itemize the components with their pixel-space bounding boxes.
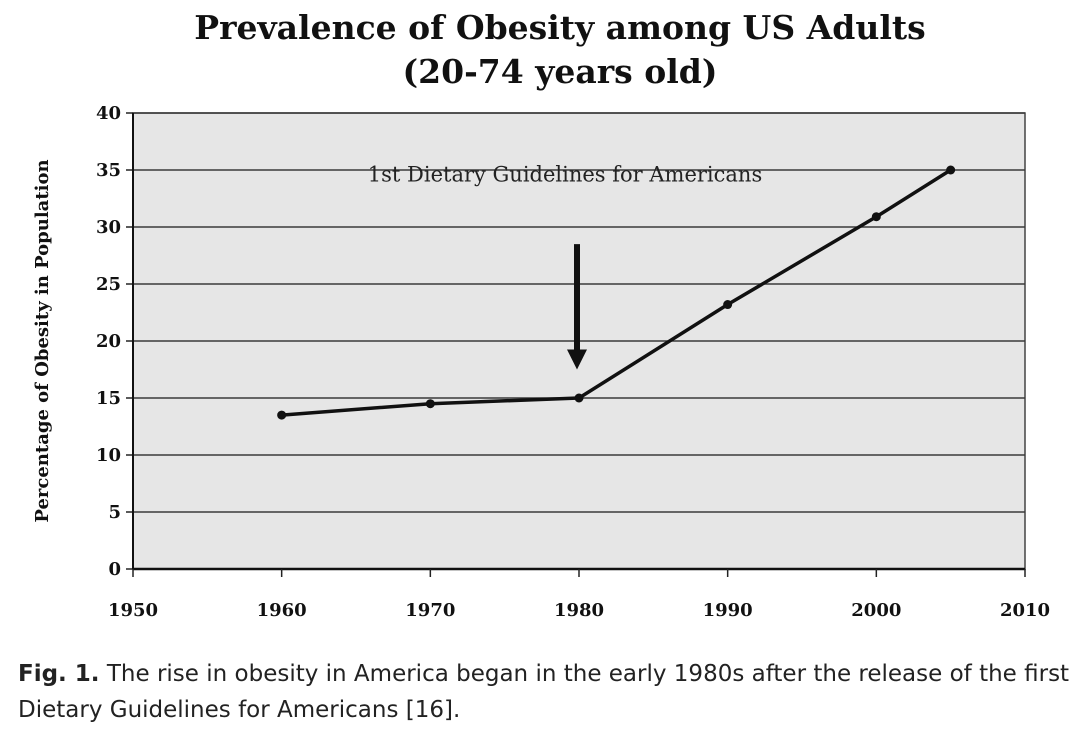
arrow-head bbox=[567, 349, 587, 370]
y-tick-label: 40 bbox=[96, 103, 121, 124]
line-chart: 0 5 10 15 20 25 30 35 40 1950 1960 1970 1980 1990 200… bbox=[32, 103, 1050, 621]
x-tick-label: 1980 bbox=[554, 600, 604, 621]
series bbox=[277, 165, 956, 420]
x-tick-label: 1960 bbox=[257, 600, 307, 621]
y-tick-labels: 0 5 10 15 20 25 30 35 40 bbox=[96, 103, 121, 580]
annotation-arrow bbox=[567, 244, 587, 370]
y-tick-label: 30 bbox=[96, 217, 121, 238]
chart-title: Prevalence of Obesity among US Adults bbox=[194, 8, 926, 47]
x-tick-labels: 1950 1960 1970 1980 1990 2000 2010 bbox=[108, 600, 1050, 621]
y-tick-label: 0 bbox=[108, 559, 121, 580]
data-point bbox=[946, 165, 956, 175]
caption-text: The rise in obesity in America began in … bbox=[18, 661, 1070, 723]
data-point bbox=[425, 399, 435, 409]
y-tick-label: 25 bbox=[96, 274, 121, 295]
x-tick-label: 1990 bbox=[703, 600, 753, 621]
x-tick-label: 2010 bbox=[1000, 600, 1050, 621]
annotation-text: 1st Dietary Guidelines for Americans bbox=[368, 162, 762, 186]
y-tick-label: 35 bbox=[96, 160, 121, 181]
data-point bbox=[574, 393, 584, 403]
y-tick-label: 20 bbox=[96, 331, 121, 352]
data-point bbox=[871, 212, 881, 222]
series-line bbox=[281, 168, 952, 417]
gridlines bbox=[126, 112, 1025, 570]
axes bbox=[132, 113, 1026, 577]
x-tick-label: 1970 bbox=[405, 600, 455, 621]
y-tick-label: 10 bbox=[96, 445, 121, 466]
caption-label: Fig. 1. bbox=[18, 661, 100, 687]
data-point bbox=[277, 410, 287, 420]
y-tick-label: 15 bbox=[96, 388, 121, 409]
data-point bbox=[723, 300, 733, 310]
y-axis-label: Percentage of Obesity in Population bbox=[32, 159, 53, 522]
chart-subtitle: (20-74 years old) bbox=[402, 52, 718, 91]
y-tick-label: 5 bbox=[108, 502, 121, 523]
figure-caption: Fig. 1. The rise in obesity in America b… bbox=[18, 656, 1078, 728]
x-tick-label: 1950 bbox=[108, 600, 158, 621]
x-tick-label: 2000 bbox=[851, 600, 901, 621]
